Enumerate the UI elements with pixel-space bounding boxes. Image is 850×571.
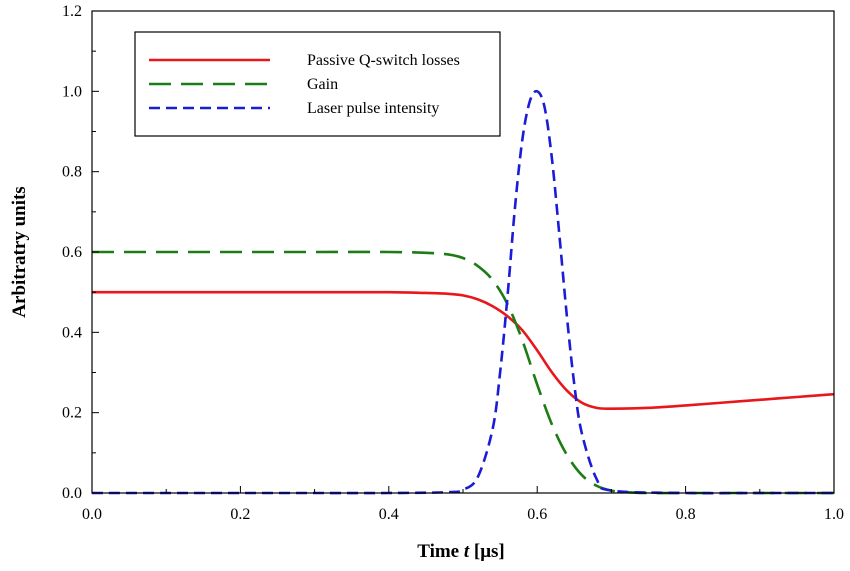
x-tick-label: 0.2 xyxy=(230,506,250,523)
y-tick-label: 0.6 xyxy=(62,244,82,261)
series-line-passive-q-switch-losses xyxy=(92,290,835,410)
x-tick-label: 0.8 xyxy=(676,506,696,523)
series-line-gain xyxy=(92,250,834,495)
x-axis-title-post: [μs] xyxy=(469,541,505,562)
legend-label-laser-pulse-intensity: Laser pulse intensity xyxy=(307,100,439,117)
x-tick-label: 1.0 xyxy=(824,506,844,523)
legend: Passive Q-switch losses Gain Laser pulse i… xyxy=(134,31,501,137)
x-tick-label: 0.6 xyxy=(527,506,547,523)
y-axis-title: Arbitratry units xyxy=(9,186,30,317)
legend-label-passive-q-switch-losses: Passive Q-switch losses xyxy=(307,52,460,69)
y-tick-label: 0.0 xyxy=(62,485,82,502)
x-axis-title-pre: Time xyxy=(417,541,464,562)
ticks-layer: 0.0 0.2 0.4 0.6 0.8 1.0 0.0 0.2 0.4 0.6 0.8 1.0 1.2 xyxy=(62,3,844,523)
y-tick-label: 0.4 xyxy=(62,324,82,341)
y-tick-label: 1.0 xyxy=(62,83,82,100)
y-tick-label: 0.8 xyxy=(62,164,82,181)
x-tick-label: 0.4 xyxy=(379,506,399,523)
curves-layer xyxy=(91,89,835,495)
y-tick-label: 0.2 xyxy=(62,405,82,422)
legend-label-gain: Gain xyxy=(307,76,338,93)
x-tick-label: 0.0 xyxy=(82,506,102,523)
x-axis-title: Time t [μs] xyxy=(417,541,504,562)
x-axis-title-italic: t xyxy=(464,541,470,562)
y-tick-label: 1.2 xyxy=(62,3,82,20)
